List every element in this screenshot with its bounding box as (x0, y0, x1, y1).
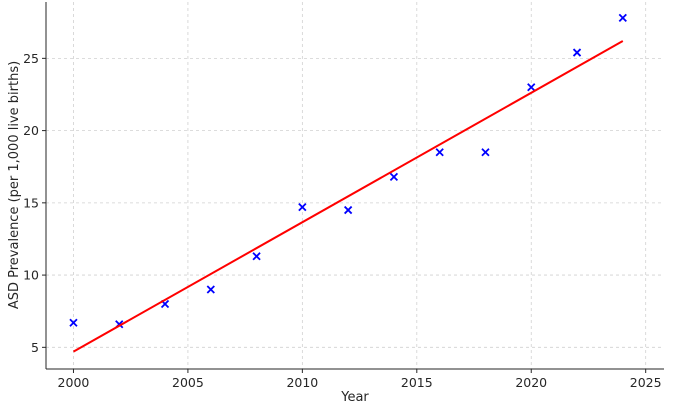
data-point (389, 172, 399, 181)
data-point (481, 148, 490, 157)
y-tick-label: 10 (23, 268, 39, 283)
x-axis-label: Year (340, 390, 369, 405)
data-point (618, 13, 627, 23)
data-point (69, 318, 78, 327)
x-tick-label: 2020 (515, 375, 547, 390)
trend-line (72, 40, 624, 353)
data-point (252, 252, 261, 261)
x-tick-label: 2010 (286, 375, 318, 390)
y-tick-label: 5 (31, 340, 39, 355)
data-point (298, 203, 307, 212)
y-tick-label: 15 (23, 195, 39, 210)
data-point (206, 285, 215, 294)
grid (46, 2, 664, 369)
y-tick-label: 25 (23, 51, 39, 66)
x-tick-label: 2025 (630, 375, 662, 390)
x-tick-label: 2005 (172, 375, 204, 390)
x-tick-label: 2015 (401, 375, 433, 390)
data-point (343, 205, 353, 215)
data-point (435, 148, 444, 157)
y-axis-label: ASD Prevalence (per 1,000 live births) (7, 61, 22, 309)
data-point (527, 83, 536, 92)
y-tick-label: 20 (23, 123, 39, 138)
data-point (572, 48, 582, 57)
x-tick-label: 2000 (58, 375, 90, 390)
series-layer (69, 13, 627, 353)
